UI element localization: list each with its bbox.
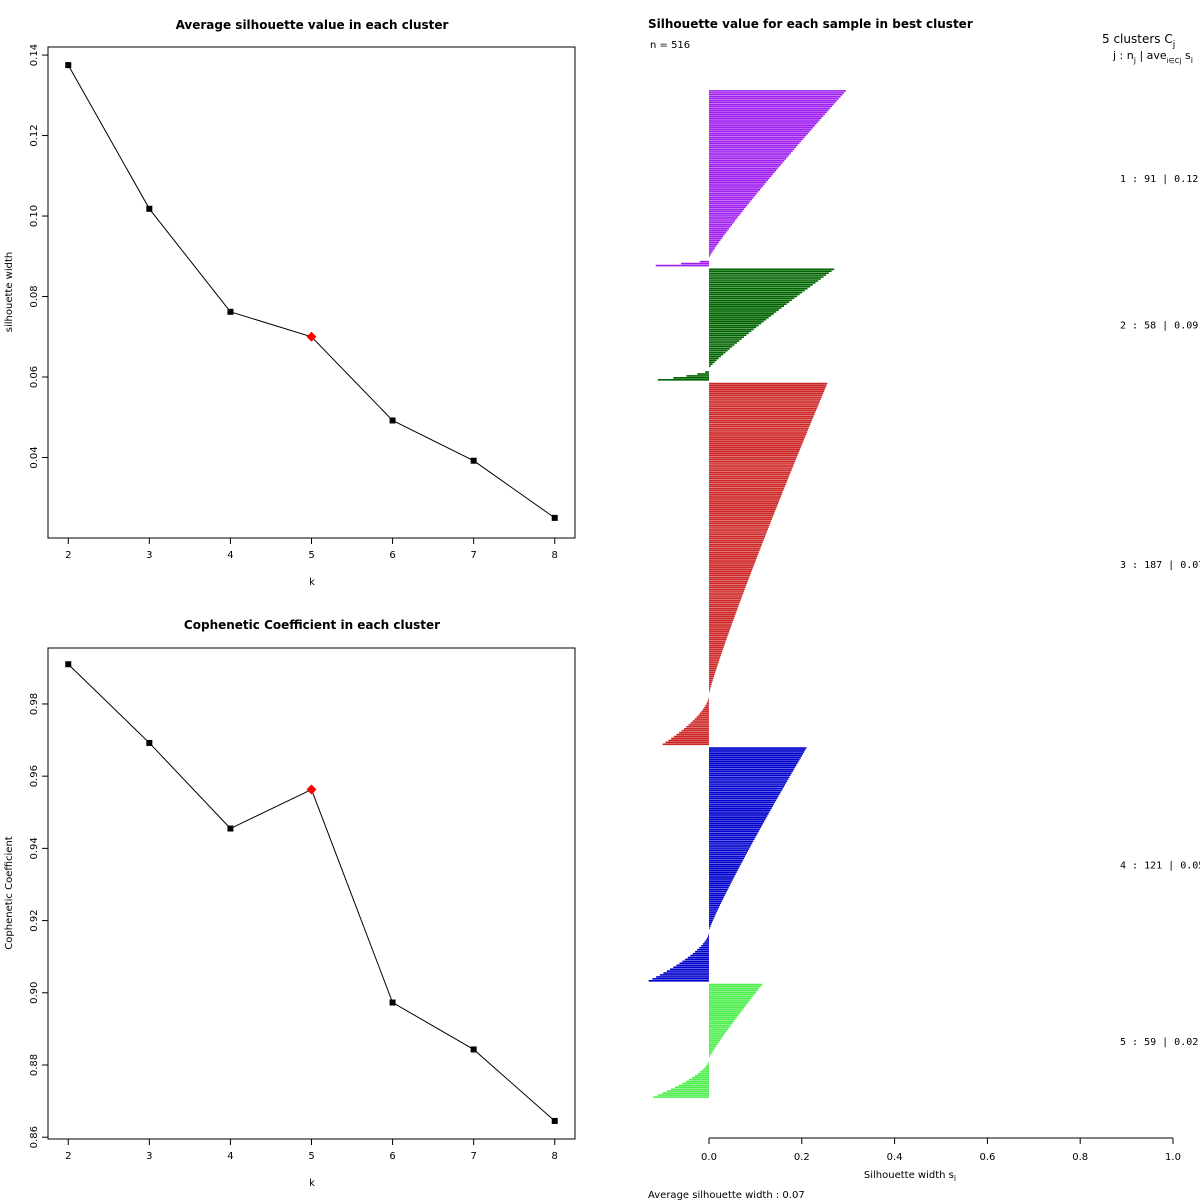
- silhouette-line-point: [146, 205, 153, 212]
- cophenetic-line-point: [65, 661, 72, 668]
- silhouette-line-series-line: [67, 64, 556, 519]
- cophenetic-line-panel: Cophenetic Coefficient in each cluster 2…: [4, 618, 576, 1189]
- cophenetic-line-highlight-point: [306, 784, 317, 795]
- cophenetic-line-series-line: [67, 663, 556, 1122]
- cluster-summary-label: 4 : 121 | 0.05: [1120, 860, 1200, 871]
- cophenetic-line-xtick-label: 3: [146, 1151, 152, 1162]
- cophenetic-line-ytick-label: 0.92: [29, 909, 40, 931]
- cophenetic-line-xtick-label: 2: [65, 1151, 71, 1162]
- cophenetic-line-xtick-label: 7: [470, 1151, 476, 1162]
- silhouette-line-frame: [47, 46, 576, 539]
- silhouette-line-point: [65, 62, 72, 69]
- cophenetic-line-point: [389, 999, 396, 1006]
- silhouette-line-xtick-label: 3: [146, 550, 152, 561]
- cophenetic-line-ytick-label: 0.90: [29, 982, 40, 1004]
- cluster-summary-label: 2 : 58 | 0.09: [1120, 321, 1198, 332]
- silhouette-line-point: [551, 514, 558, 521]
- silhouette-line-ytick-label: 0.10: [29, 205, 40, 227]
- silhouette-bar-xlabel: Silhouette width si: [864, 1170, 956, 1183]
- silhouette-line-xtick-label: 6: [389, 550, 395, 561]
- silhouette-bar-title: Silhouette value for each sample in best…: [648, 17, 973, 31]
- cophenetic-line-point: [551, 1117, 558, 1124]
- silhouette-bar-xtick-label: 0.8: [1072, 1152, 1088, 1163]
- silhouette-bar-xtick-label: 0.4: [887, 1152, 903, 1163]
- cophenetic-line-ytick-label: 0.96: [29, 765, 40, 787]
- sample-count-label: n = 516: [650, 40, 690, 51]
- silhouette-bar-xtick-label: 0.0: [701, 1152, 717, 1163]
- cophenetic-line-xtick-label: 8: [552, 1151, 558, 1162]
- silhouette-line-point: [227, 308, 234, 315]
- cophenetic-line-point: [227, 825, 234, 832]
- cophenetic-line-xlabel: k: [309, 1178, 315, 1189]
- cophenetic-line-ytick-label: 0.86: [29, 1126, 40, 1148]
- cophenetic-line-xtick-label: 5: [308, 1151, 314, 1162]
- silhouette-line-xlabel: k: [309, 577, 315, 588]
- cophenetic-line-ytick-label: 0.94: [29, 837, 40, 859]
- cluster-summary-label: 3 : 187 | 0.07: [1120, 560, 1200, 571]
- silhouette-bar-xtick-label: 0.2: [794, 1152, 810, 1163]
- average-silhouette-footer: Average silhouette width : 0.07: [648, 1190, 805, 1200]
- silhouette-bar-panel: Silhouette value for each sample in best…: [648, 17, 1200, 1200]
- silhouette-line-ytick-label: 0.12: [29, 124, 40, 146]
- silhouette-line-point: [389, 417, 396, 424]
- silhouette-line-title: Average silhouette value in each cluster: [176, 18, 449, 32]
- cophenetic-line-ytick-label: 0.98: [29, 693, 40, 715]
- cophenetic-line-title: Cophenetic Coefficient in each cluster: [184, 618, 440, 632]
- silhouette-line-ytick-label: 0.04: [29, 446, 40, 468]
- silhouette-line-xtick-label: 8: [552, 550, 558, 561]
- silhouette-line-highlight-point: [306, 331, 317, 342]
- cophenetic-line-ytick-label: 0.88: [29, 1054, 40, 1076]
- silhouette-line-xtick-label: 5: [308, 550, 314, 561]
- silhouette-line-xtick-label: 2: [65, 550, 71, 561]
- silhouette-bar-xtick-label: 0.6: [979, 1152, 995, 1163]
- cluster-summary-label: 5 : 59 | 0.02: [1120, 1037, 1198, 1048]
- cluster-count-header: 5 clusters Cj: [1102, 32, 1175, 50]
- silhouette-bar-xtick-label: 1.0: [1165, 1152, 1181, 1163]
- silhouette-line-xtick-label: 7: [470, 550, 476, 561]
- cluster-column-header: j : nj | avei∈Cj si: [1112, 49, 1193, 65]
- cophenetic-line-point: [470, 1046, 477, 1053]
- cophenetic-line-ylabel: Cophenetic Coefficient: [4, 836, 15, 949]
- silhouette-line-xtick-label: 4: [227, 550, 233, 561]
- silhouette-line-ytick-label: 0.14: [29, 44, 40, 66]
- silhouette-line-ytick-label: 0.06: [29, 366, 40, 388]
- cophenetic-line-point: [146, 739, 153, 746]
- silhouette-line-ylabel: silhouette width: [4, 252, 15, 332]
- cophenetic-line-xtick-label: 6: [389, 1151, 395, 1162]
- silhouette-line-point: [470, 457, 477, 464]
- silhouette-line-ytick-label: 0.08: [29, 285, 40, 307]
- silhouette-line-panel: Average silhouette value in each cluster…: [4, 18, 576, 588]
- cophenetic-line-xtick-label: 4: [227, 1151, 233, 1162]
- cluster-summary-label: 1 : 91 | 0.12: [1120, 174, 1198, 185]
